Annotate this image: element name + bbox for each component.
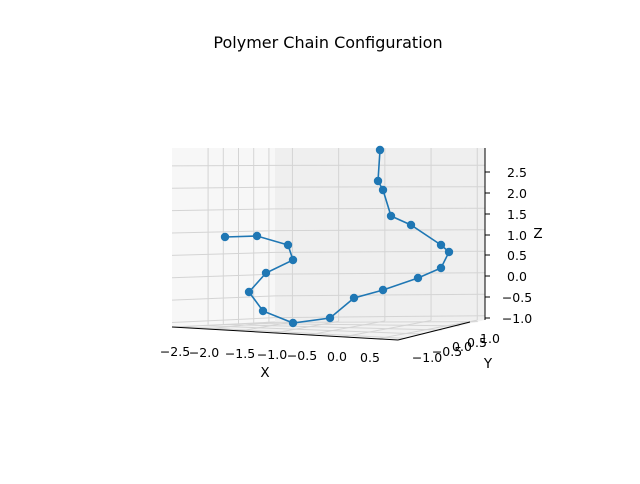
data-point xyxy=(221,233,229,241)
data-point xyxy=(407,221,415,229)
x-axis-label: X xyxy=(260,365,269,381)
chart-title: Polymer Chain Configuration xyxy=(0,33,640,52)
z-tick-label: 1.5 xyxy=(507,207,527,222)
z-tick-label: −0.5 xyxy=(502,290,532,305)
data-point xyxy=(437,241,445,249)
data-point xyxy=(245,288,253,296)
z-tick-label: −1.0 xyxy=(502,311,532,326)
data-point xyxy=(414,274,422,282)
data-point xyxy=(437,264,445,272)
y-axis-label: Y xyxy=(483,356,493,372)
data-point xyxy=(376,146,384,154)
data-point xyxy=(289,319,297,327)
data-point xyxy=(379,186,387,194)
z-tick-label: 2.5 xyxy=(507,165,527,180)
data-point xyxy=(253,232,261,240)
x-tick-label: −2.0 xyxy=(189,345,219,360)
data-point xyxy=(445,248,453,256)
y-tick-label: 1.0 xyxy=(480,331,500,346)
data-point xyxy=(350,294,358,302)
data-point xyxy=(284,241,292,249)
z-tick-label: 1.0 xyxy=(507,228,527,243)
data-point xyxy=(289,256,297,264)
x-tick-label: −1.0 xyxy=(257,347,287,362)
data-point xyxy=(262,269,270,277)
data-point xyxy=(387,212,395,220)
x-tick-label: 0.5 xyxy=(360,350,380,365)
data-point xyxy=(259,307,267,315)
z-tick-label: 2.0 xyxy=(507,186,527,201)
z-axis-label: Z xyxy=(533,226,542,242)
x-tick-label: −0.5 xyxy=(287,348,317,363)
z-tick-label: 0.5 xyxy=(507,248,527,263)
x-tick-label: −2.5 xyxy=(160,344,190,359)
data-point xyxy=(379,286,387,294)
data-point xyxy=(326,314,334,322)
x-tick-label: −1.5 xyxy=(225,346,255,361)
grid-line xyxy=(275,208,485,209)
z-tick-label: 0.0 xyxy=(507,269,527,284)
data-point xyxy=(374,177,382,185)
x-tick-label: 0.0 xyxy=(327,349,347,364)
